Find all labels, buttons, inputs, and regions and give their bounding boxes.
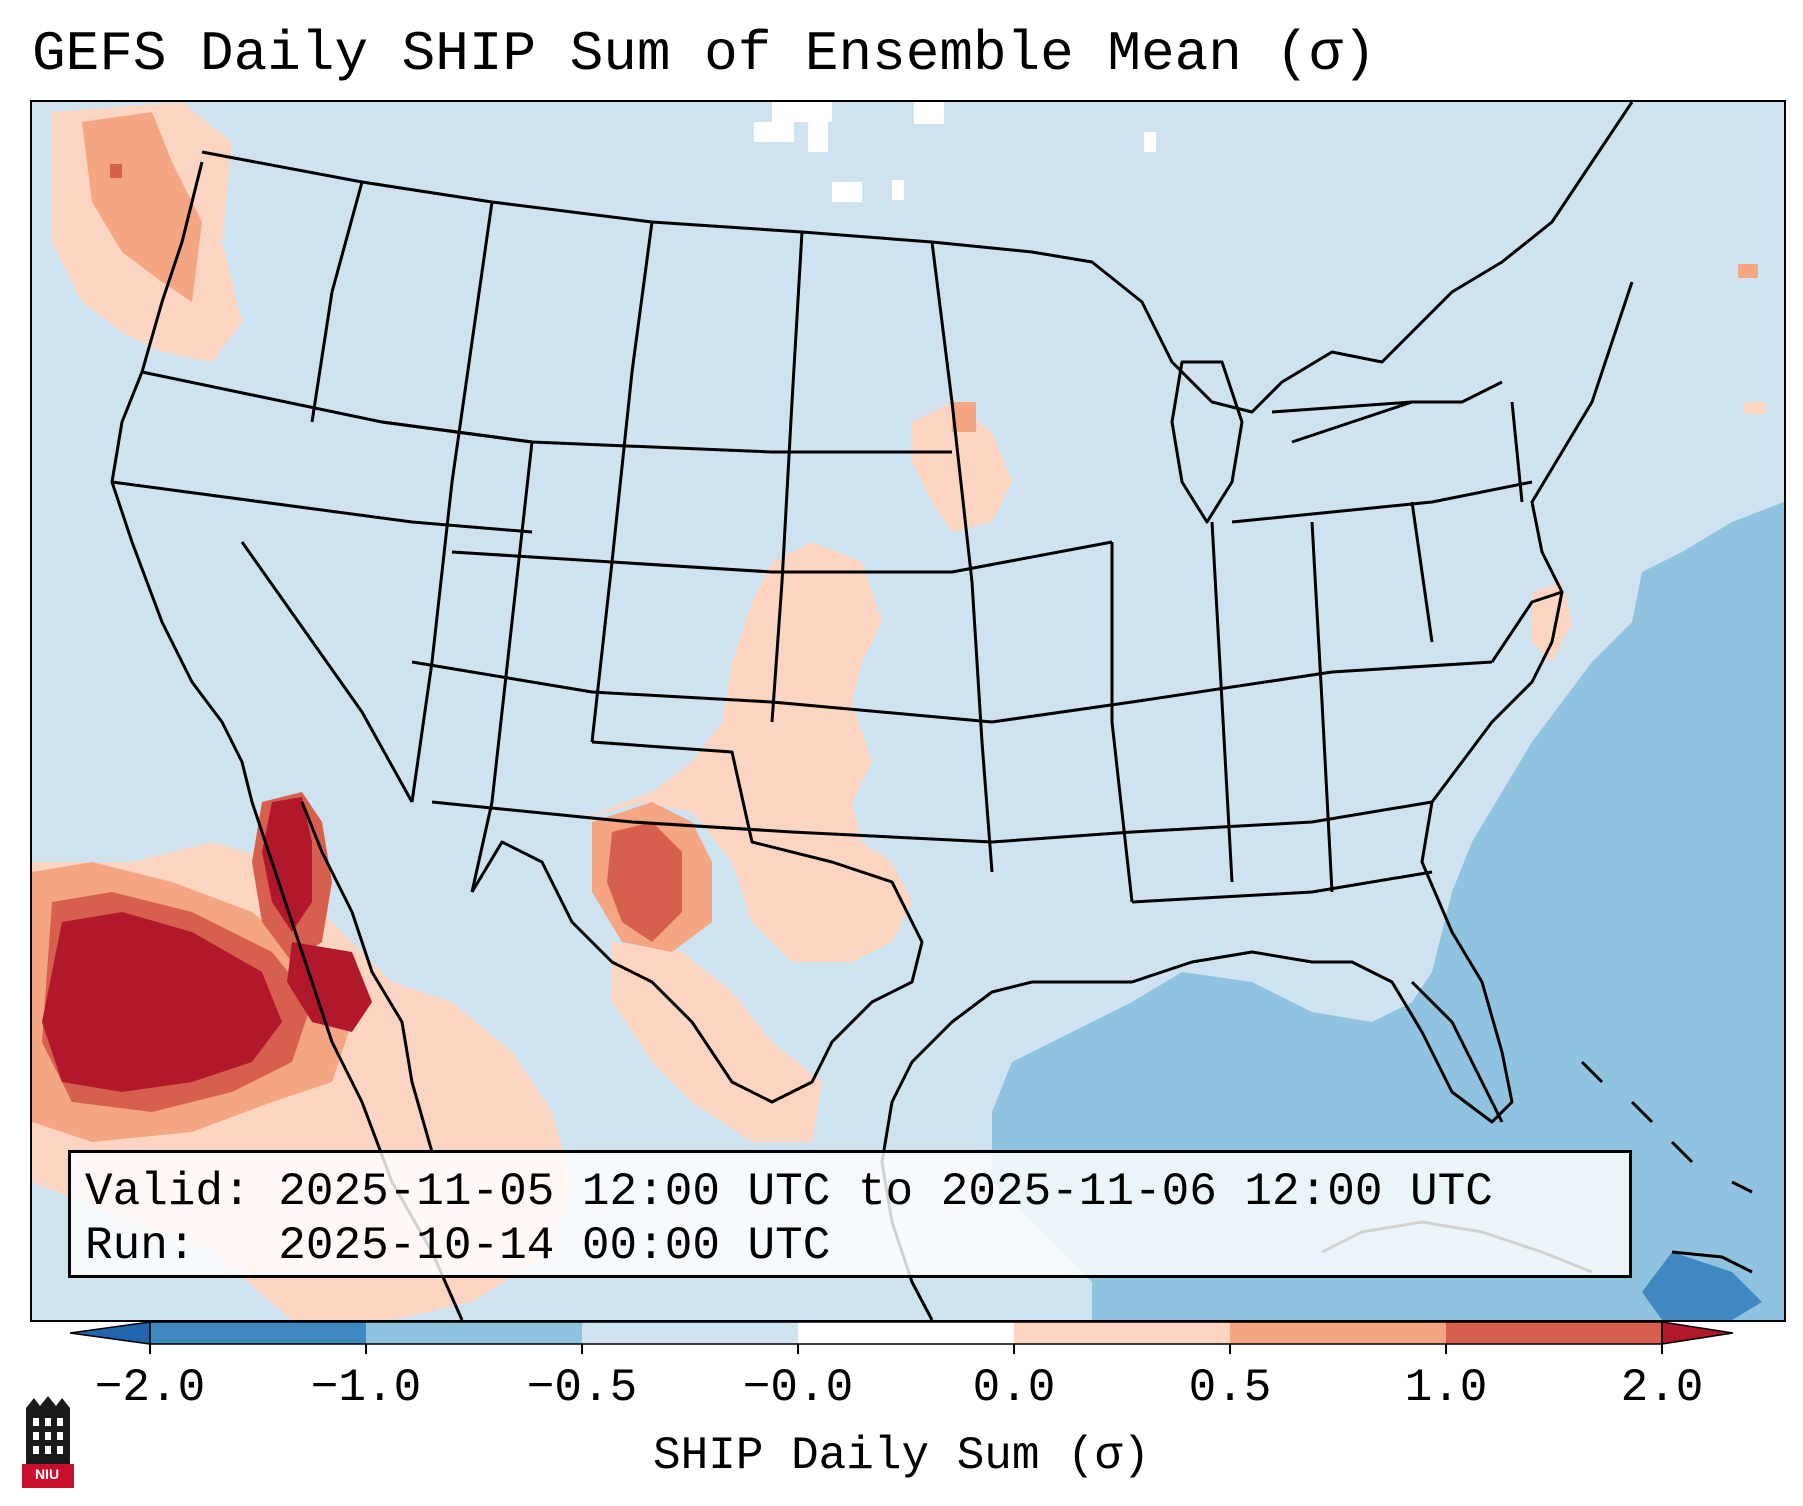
run-label: Run: xyxy=(85,1220,196,1272)
lake-michigan xyxy=(1170,360,1244,524)
run-value: 2025-10-14 00:00 UTC xyxy=(278,1220,831,1272)
colorbar xyxy=(70,1321,1733,1354)
colorbar-extend-low xyxy=(70,1321,151,1345)
colorbar-tick-label: 0.5 xyxy=(1188,1362,1272,1414)
colorbar-tick-label: −1.0 xyxy=(310,1362,422,1414)
colorbar-tick-label: 2.0 xyxy=(1620,1362,1704,1414)
missing-data-cells xyxy=(754,102,1156,202)
colorbar-tick-label: 0.0 xyxy=(972,1362,1056,1414)
caribbean-strong-negative xyxy=(1642,1252,1762,1320)
colorbar-label: SHIP Daily Sum (σ) xyxy=(653,1430,1150,1482)
colorbar-bin-1 xyxy=(366,1322,582,1344)
valid-label: Valid: xyxy=(85,1166,251,1218)
colorbar-bin-2 xyxy=(582,1322,798,1344)
pacific-northwest-positive xyxy=(52,102,242,362)
colorbar-tick-label: −2.0 xyxy=(94,1362,206,1414)
map-canvas xyxy=(32,102,1784,1320)
valid-value: 2025-11-05 12:00 UTC to 2025-11-06 12:00… xyxy=(278,1166,1493,1218)
colorbar-bin-4 xyxy=(1014,1322,1230,1344)
west-coastline xyxy=(110,161,464,1320)
canada-border xyxy=(201,150,1033,254)
colorbar-bin-6 xyxy=(1446,1322,1662,1344)
atlantic-negative-anomaly xyxy=(992,502,1784,1320)
bahamas xyxy=(1580,1060,1753,1194)
valid-row: Valid: 2025-11-05 12:00 UTC to 2025-11-0… xyxy=(85,1165,1615,1219)
texas-border xyxy=(470,740,924,1104)
colorbar-tick-label: −0.0 xyxy=(742,1362,854,1414)
baja-peninsula xyxy=(300,801,434,1153)
validity-info-box: Valid: 2025-11-05 12:00 UTC to 2025-11-0… xyxy=(68,1150,1632,1278)
colorbar-bin-0 xyxy=(150,1322,366,1344)
niu-logo-text: NIU xyxy=(34,1466,60,1482)
colorbar-bin-5 xyxy=(1230,1322,1446,1344)
colorbar-tick-label: −0.5 xyxy=(526,1362,638,1414)
florida-peninsula xyxy=(1410,980,1504,1123)
niu-logo-icon xyxy=(22,1396,74,1488)
colorbar-bin-3 xyxy=(798,1322,1014,1344)
southern-plains-positive xyxy=(572,264,1766,1142)
run-row: Run: 2025-10-14 00:00 UTC xyxy=(85,1219,1615,1273)
colorbar-extend-high xyxy=(1661,1321,1733,1345)
map-title: GEFS Daily SHIP Sum of Ensemble Mean (σ) xyxy=(32,22,1377,86)
coastlines-and-borders xyxy=(110,102,1753,1320)
great-lakes-shore xyxy=(1031,102,1634,414)
colorbar-tick-label: 1.0 xyxy=(1404,1362,1488,1414)
lake-erie-ontario xyxy=(1291,380,1503,444)
hispaniola xyxy=(1671,1250,1753,1274)
east-coastline xyxy=(880,281,1634,1320)
map-panel[interactable] xyxy=(30,100,1786,1322)
